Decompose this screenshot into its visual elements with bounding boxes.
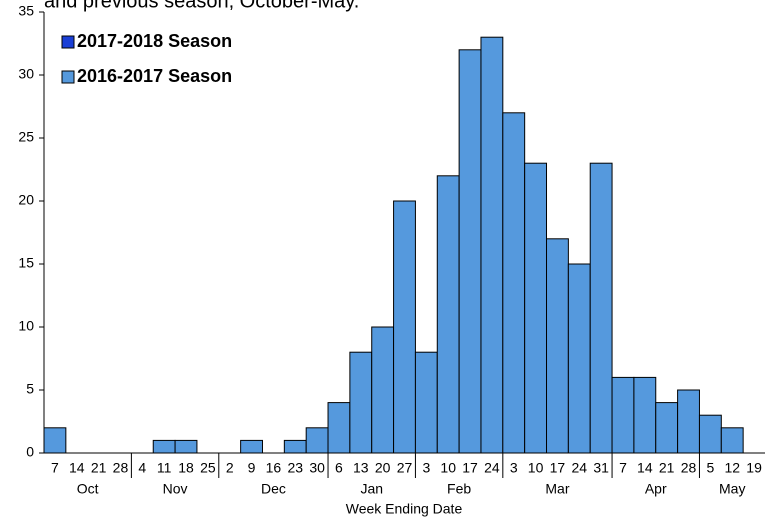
bar: [371, 326, 395, 454]
x-tick-label: 20: [375, 460, 391, 476]
x-tick-label: 7: [51, 460, 59, 476]
x-tick-label: 3: [422, 460, 430, 476]
x-tick-label: 24: [484, 460, 500, 476]
month-label: May: [719, 481, 745, 497]
bar: [698, 414, 722, 454]
bar: [240, 439, 263, 454]
x-tick-label: 28: [681, 460, 697, 476]
y-tick-label: 15: [18, 255, 34, 271]
x-tick-label: 13: [353, 460, 369, 476]
bar: [174, 439, 198, 454]
y-tick-label: 5: [26, 381, 34, 397]
x-tick-label: 12: [724, 460, 740, 476]
x-tick-label: 17: [462, 460, 478, 476]
bar: [414, 351, 438, 454]
y-tick-label: 10: [18, 318, 34, 334]
bar: [677, 389, 700, 454]
x-axis-label: Week Ending Date: [346, 501, 463, 517]
bar: [458, 49, 482, 454]
bar: [720, 427, 744, 454]
bar: [349, 351, 373, 454]
bar: [436, 175, 460, 454]
x-tick-label: 18: [178, 460, 194, 476]
month-label: Nov: [163, 481, 188, 497]
x-tick-label: 4: [138, 460, 146, 476]
x-tick-label: 10: [440, 460, 456, 476]
x-tick-label: 21: [91, 460, 107, 476]
x-tick-label: 17: [550, 460, 566, 476]
y-tick-label: 0: [26, 444, 34, 460]
x-tick-label: 19: [746, 460, 762, 476]
x-tick-label: 11: [157, 460, 172, 476]
bar: [152, 439, 176, 454]
legend-swatch: [61, 70, 75, 84]
bar: [546, 238, 569, 454]
legend-label: 2017-2018 Season: [77, 31, 232, 51]
y-tick-label: 30: [18, 66, 34, 82]
chart-title: and previous season, October-May.: [44, 0, 359, 12]
month-label: Dec: [261, 481, 286, 497]
x-tick-label: 31: [593, 460, 609, 476]
x-tick-label: 27: [397, 460, 413, 476]
y-tick-label: 25: [18, 129, 34, 145]
bar: [633, 376, 657, 454]
x-tick-label: 14: [637, 460, 653, 476]
month-label: Feb: [447, 481, 471, 497]
y-tick-label: 35: [18, 3, 34, 19]
month-label: Oct: [77, 481, 99, 497]
x-tick-label: 9: [248, 460, 256, 476]
x-tick-label: 21: [659, 460, 675, 476]
x-tick-label: 2: [226, 460, 234, 476]
x-tick-label: 3: [510, 460, 518, 476]
bar: [393, 200, 416, 454]
bar: [480, 36, 504, 454]
x-tick-label: 10: [528, 460, 544, 476]
x-tick-label: 6: [335, 460, 343, 476]
legend-label: 2016-2017 Season: [77, 66, 232, 86]
bar: [502, 112, 526, 454]
x-tick-label: 24: [571, 460, 587, 476]
bar: [43, 427, 67, 454]
bar: [655, 402, 679, 454]
legend-swatch: [61, 35, 75, 49]
x-tick-label: 23: [287, 460, 303, 476]
month-label: Apr: [645, 481, 667, 497]
x-tick-label: 7: [619, 460, 627, 476]
x-tick-label: 14: [69, 460, 85, 476]
bar: [305, 427, 329, 454]
bar: [327, 402, 351, 454]
month-label: Jan: [360, 481, 383, 497]
x-tick-label: 25: [200, 460, 216, 476]
x-tick-label: 16: [266, 460, 282, 476]
bar: [524, 162, 548, 454]
x-tick-label: 28: [113, 460, 129, 476]
bar: [567, 263, 591, 454]
y-tick-label: 20: [18, 192, 34, 208]
x-tick-label: 5: [706, 460, 714, 476]
bar: [589, 162, 613, 454]
bar: [611, 376, 635, 454]
month-label: Mar: [545, 481, 569, 497]
x-tick-label: 30: [309, 460, 325, 476]
bar: [283, 439, 307, 454]
